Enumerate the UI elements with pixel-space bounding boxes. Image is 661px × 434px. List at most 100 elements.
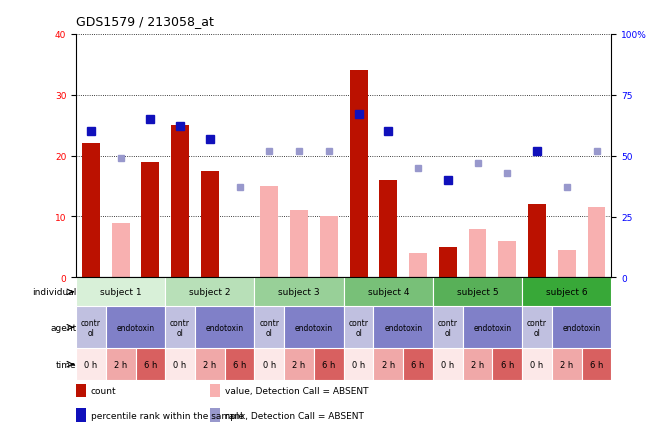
Bar [165, 306, 195, 349]
Bar [165, 349, 195, 380]
Text: 0 h: 0 h [262, 360, 276, 369]
Bar [433, 278, 522, 306]
Bar [552, 349, 582, 380]
Text: rank, Detection Call = ABSENT: rank, Detection Call = ABSENT [225, 411, 364, 420]
Bar [210, 408, 220, 422]
Text: 2 h: 2 h [381, 360, 395, 369]
Text: contr
ol: contr ol [81, 318, 101, 337]
Text: count: count [91, 386, 116, 395]
Text: endotoxin: endotoxin [384, 323, 422, 332]
Bar [588, 208, 605, 278]
Bar [463, 349, 492, 380]
Bar [492, 349, 522, 380]
Bar [136, 349, 165, 380]
Bar [498, 241, 516, 278]
Text: 2 h: 2 h [471, 360, 485, 369]
Text: subject 5: subject 5 [457, 288, 498, 297]
Bar [409, 253, 427, 278]
Text: endotoxin: endotoxin [473, 323, 512, 332]
Text: subject 4: subject 4 [368, 288, 409, 297]
Bar [201, 171, 219, 278]
Text: contr
ol: contr ol [170, 318, 190, 337]
Bar [112, 223, 130, 278]
Bar [558, 250, 576, 278]
Text: contr
ol: contr ol [348, 318, 369, 337]
Bar [552, 306, 611, 349]
Bar [320, 217, 338, 278]
Bar [76, 408, 87, 422]
Bar [210, 384, 220, 398]
Text: 2 h: 2 h [560, 360, 574, 369]
Bar [344, 306, 373, 349]
Bar [260, 187, 278, 278]
Text: 2 h: 2 h [203, 360, 217, 369]
Text: 2 h: 2 h [292, 360, 306, 369]
Text: 0 h: 0 h [352, 360, 366, 369]
Text: 6 h: 6 h [590, 360, 603, 369]
Bar [106, 306, 165, 349]
Text: subject 3: subject 3 [278, 288, 320, 297]
Bar [522, 278, 611, 306]
Text: subject 1: subject 1 [100, 288, 141, 297]
Bar [344, 349, 373, 380]
Bar [522, 306, 552, 349]
Bar [522, 349, 552, 380]
Bar [76, 278, 165, 306]
Bar [76, 384, 87, 398]
Bar [350, 71, 368, 278]
Bar [254, 278, 344, 306]
Bar [254, 349, 284, 380]
Bar [106, 349, 136, 380]
Bar [379, 181, 397, 278]
Bar [528, 205, 546, 278]
Text: subject 6: subject 6 [546, 288, 588, 297]
Text: value, Detection Call = ABSENT: value, Detection Call = ABSENT [225, 386, 368, 395]
Text: individual: individual [32, 288, 77, 297]
Bar [82, 144, 100, 278]
Bar [76, 349, 106, 380]
Bar [373, 349, 403, 380]
Bar [439, 247, 457, 278]
Text: contr
ol: contr ol [259, 318, 280, 337]
Text: endotoxin: endotoxin [563, 323, 601, 332]
Bar [433, 306, 463, 349]
Bar [225, 349, 254, 380]
Bar [582, 349, 611, 380]
Bar [314, 349, 344, 380]
Text: endotoxin: endotoxin [295, 323, 333, 332]
Bar [195, 349, 225, 380]
Bar [254, 306, 284, 349]
Text: 2 h: 2 h [114, 360, 128, 369]
Bar [373, 306, 433, 349]
Text: 0 h: 0 h [173, 360, 187, 369]
Bar [284, 306, 344, 349]
Bar [76, 306, 106, 349]
Text: endotoxin: endotoxin [206, 323, 244, 332]
Text: 6 h: 6 h [233, 360, 247, 369]
Bar [433, 349, 463, 380]
Text: subject 2: subject 2 [189, 288, 231, 297]
Bar [195, 306, 254, 349]
Bar [165, 278, 254, 306]
Bar [290, 211, 308, 278]
Bar [344, 278, 433, 306]
Text: 6 h: 6 h [322, 360, 336, 369]
Text: 6 h: 6 h [143, 360, 157, 369]
Bar [463, 306, 522, 349]
Text: contr
ol: contr ol [438, 318, 458, 337]
Bar [403, 349, 433, 380]
Text: 0 h: 0 h [441, 360, 455, 369]
Text: GDS1579 / 213058_at: GDS1579 / 213058_at [76, 15, 214, 28]
Text: endotoxin: endotoxin [116, 323, 155, 332]
Bar [469, 229, 486, 278]
Bar [141, 162, 159, 278]
Text: time: time [56, 360, 77, 369]
Text: 0 h: 0 h [84, 360, 98, 369]
Text: percentile rank within the sample: percentile rank within the sample [91, 411, 244, 420]
Text: 6 h: 6 h [411, 360, 425, 369]
Text: contr
ol: contr ol [527, 318, 547, 337]
Text: 6 h: 6 h [500, 360, 514, 369]
Bar [171, 126, 189, 278]
Text: agent: agent [50, 323, 77, 332]
Text: 0 h: 0 h [530, 360, 544, 369]
